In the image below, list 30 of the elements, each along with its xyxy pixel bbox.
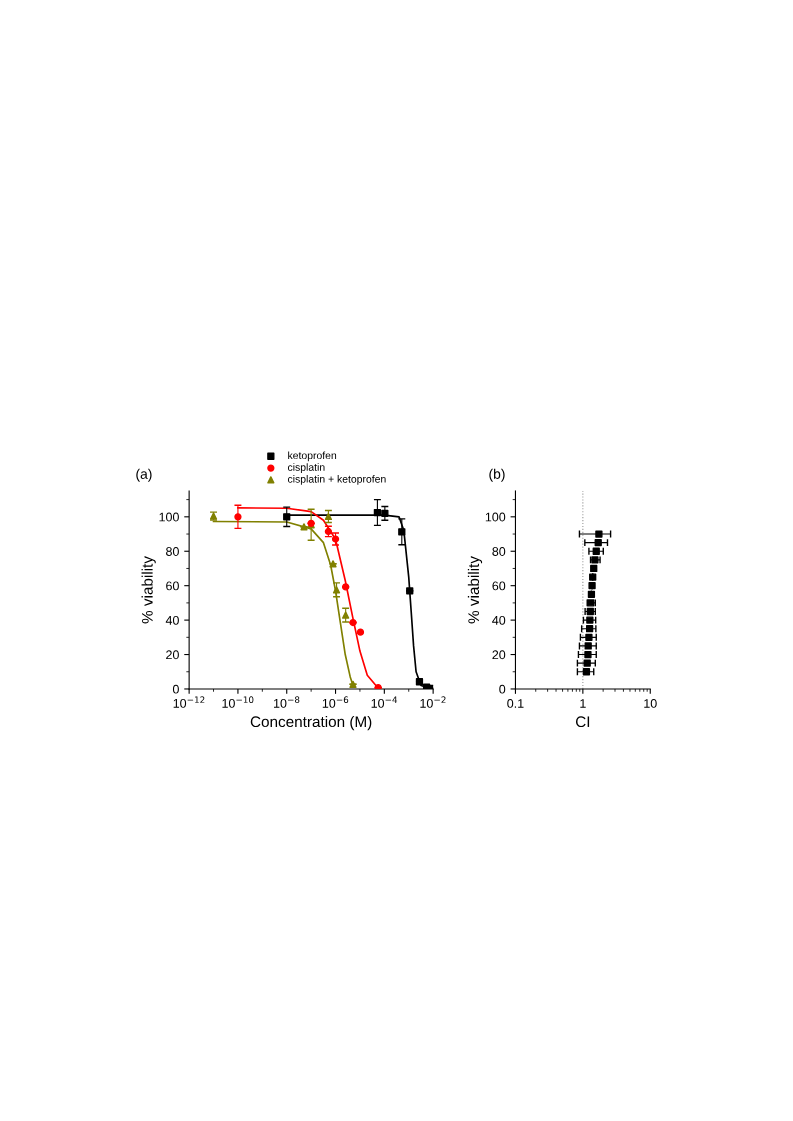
y-tick-label: 100 — [485, 512, 506, 522]
x-tick-label: 1 — [580, 699, 586, 708]
legend-label: ketoprofen — [288, 451, 337, 462]
y-tick-label: 0 — [172, 684, 179, 694]
y-tick-label: 60 — [492, 581, 506, 591]
y-tick-label: 20 — [492, 650, 506, 660]
legend-label: cisplatin — [287, 463, 325, 473]
y-tick-label: 80 — [492, 547, 506, 556]
x-tick-label: 10$^{−4}$ — [371, 696, 398, 708]
y-tick-label: 60 — [166, 581, 179, 591]
text: (a) — [136, 468, 152, 482]
x-tick-label: 10$^{−12}$ — [173, 696, 205, 708]
text: (b) — [489, 468, 505, 482]
y-axis-title: % viability — [141, 556, 156, 624]
x-tick-label: 10$^{−6}$ — [322, 696, 349, 708]
x-axis-title: Concentration (M) — [250, 715, 372, 731]
x-tick-label: 10$^{−10}$ — [222, 696, 254, 708]
y-tick-label: 80 — [166, 547, 179, 556]
y-axis-title: % viability — [467, 556, 483, 624]
x-axis-title: CI — [575, 716, 590, 728]
y-tick-label: 0 — [499, 684, 506, 694]
x-tick-label: 10 — [644, 699, 657, 708]
y-tick-label: 40 — [492, 615, 506, 625]
y-tick-label: 40 — [165, 615, 179, 625]
x-tick-label: 10$^{−8}$ — [274, 696, 300, 708]
y-tick-label: 20 — [166, 650, 179, 660]
x-tick-label: 10$^{−2}$ — [420, 696, 446, 708]
y-tick-label: 100 — [159, 512, 179, 522]
x-tick-label: 0.1 — [507, 699, 524, 708]
legend-label: cisplatin + ketoprofen — [287, 475, 386, 485]
